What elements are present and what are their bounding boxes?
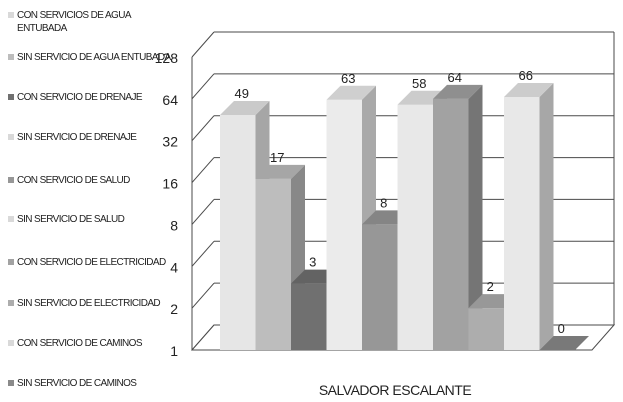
side-wall-line [191,115,215,142]
side-wall-line [191,157,215,183]
legend-swatch [8,54,14,60]
legend-swatch [8,259,14,265]
legend-label: SIN SERVICIO DE AGUA ENTUBADA [17,52,171,63]
data-label: 58 [412,76,426,91]
bar [397,104,433,350]
data-label: 49 [235,86,249,101]
legend-swatch [8,380,14,386]
y-tick-label: 32 [162,134,178,150]
side-wall-line [191,73,215,100]
bar [433,98,469,350]
y-tick-label: 2 [170,301,178,317]
y-tick-label: 64 [162,92,178,108]
side-wall-line [191,240,215,267]
bar [220,114,256,351]
legend-label: SIN SERVICIO DE DRENAJE [17,132,137,143]
bar [326,99,362,351]
data-label: 0 [558,321,565,336]
bar [291,283,327,350]
legend-swatch [8,340,14,346]
bar-top [255,164,305,179]
bar-top [326,85,376,100]
side-wall-line [191,199,215,225]
data-label: 17 [270,150,284,165]
chart-legend: CON SERVICIOS DE AGUA ENTUBADA SIN SERVIC… [0,0,180,402]
legend-label: CON SERVICIO DE CAMINOS [17,338,143,349]
y-tick-label: 128 [155,50,179,66]
bar-top [433,84,483,99]
y-tick-label: 4 [170,259,178,275]
bar-top [539,336,589,350]
legend-swatch [8,300,14,306]
legend-label: CON SERVICIO DE DRENAJE [17,92,143,103]
legend-label: CON SERVICIO DE ELECTRICIDAD [17,257,166,268]
bar-side [539,82,554,350]
bar [468,308,504,350]
y-tick-label: 1 [170,343,178,359]
data-label: 3 [309,255,316,270]
data-label: 66 [519,68,533,83]
data-label: 64 [448,70,462,85]
bar-top [504,82,554,97]
bar [504,96,540,350]
legend-label: SIN SERVICIO DE ELECTRICIDAD [17,298,161,309]
bar [255,178,291,350]
bar-top [220,100,270,115]
legend-label: SIN SERVICIO DE SALUD [17,214,125,225]
bar [362,224,398,350]
data-label: 2 [487,279,494,294]
legend-swatch [8,94,14,100]
bar-side [468,84,483,350]
data-label: 63 [341,71,355,86]
side-wall-line [191,31,215,58]
legend-label: CON SERVICIO DE SALUD [17,175,130,186]
legend-swatch [8,216,14,222]
data-label: 8 [380,195,387,210]
legend-swatch [8,134,14,140]
legend-label: SIN SERVICIO DE CAMINOS [17,378,137,389]
y-tick-label: 16 [162,176,178,192]
legend-swatch [8,177,14,183]
x-category-label: SALVADOR ESCALANTE [319,382,471,398]
legend-swatch [8,12,14,18]
y-tick-label: 8 [170,217,178,233]
legend-label: CON SERVICIOS DE AGUA ENTUBADA [17,10,131,34]
side-wall-line [191,282,215,309]
